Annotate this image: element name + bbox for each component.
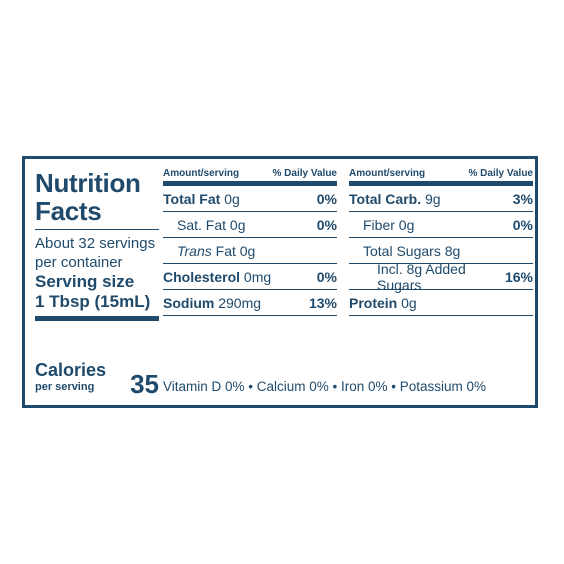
nutrient-dv: 16% xyxy=(504,268,533,285)
label-left-column: Nutrition Facts About 32 servings per co… xyxy=(35,169,159,321)
nutrient-amount: 0g xyxy=(398,216,415,233)
thick-divider xyxy=(35,316,159,321)
thick-divider xyxy=(163,181,337,186)
calories-value: 35 xyxy=(130,369,159,399)
row-fiber: Fiber 0g 0% xyxy=(349,212,533,238)
vitamins-minerals-line: Vitamin D 0% • Calcium 0% • Iron 0% • Po… xyxy=(163,379,487,394)
table-header: Amount/serving % Daily Value xyxy=(163,167,337,181)
row-total-fat: Total Fat 0g 0% xyxy=(163,186,337,212)
nutrient-amount: 0mg xyxy=(243,268,272,285)
nutrient-amount: 0g xyxy=(224,190,240,207)
amount-header: Amount/serving xyxy=(349,168,426,179)
row-sodium: Sodium 290mg 13% xyxy=(163,290,337,316)
dv-header: % Daily Value xyxy=(272,168,337,179)
dv-header: % Daily Value xyxy=(468,168,533,179)
serving-size-label: Serving size xyxy=(35,272,135,291)
row-cholesterol: Cholesterol 0mg 0% xyxy=(163,264,337,290)
calories-label: Calories xyxy=(35,360,107,380)
servings-per-container: About 32 servings per container xyxy=(35,235,156,271)
nutrient-name: Total Fat xyxy=(163,190,221,207)
calories-sub-label: per serving xyxy=(35,381,95,393)
nutrient-dv: 0% xyxy=(316,268,337,285)
nutrient-amount: 0g xyxy=(401,294,417,311)
nutrient-amount: 290mg xyxy=(218,294,262,311)
row-added-sugars: Incl. 8g Added Sugars 16% xyxy=(349,260,533,293)
nutrient-dv: 3% xyxy=(512,190,533,207)
nutrient-dv: 0% xyxy=(316,216,337,233)
nutrient-name: Incl. 8g Added Sugars xyxy=(377,260,466,293)
divider xyxy=(35,229,159,230)
nutrient-amount: 9g xyxy=(424,190,441,207)
row-total-carb: Total Carb. 9g 3% xyxy=(349,186,533,212)
serving-size-value: 1 Tbsp (15mL) xyxy=(35,292,151,311)
row-total-sugars: Total Sugars 8g xyxy=(349,238,533,264)
nutrient-amount: Fat 0g xyxy=(215,242,256,259)
calories-row: Calories per serving 35 xyxy=(35,357,159,403)
nutrient-dv: 13% xyxy=(308,294,337,311)
nutrition-label: Nutrition Facts About 32 servings per co… xyxy=(22,156,538,408)
nutrient-name: Fiber xyxy=(363,216,395,233)
nutrient-amount: 0g xyxy=(229,216,246,233)
nutrient-name: Total Carb. xyxy=(349,190,422,207)
nutrient-name: Total Sugars xyxy=(363,242,441,259)
nutrient-table-left: Amount/serving % Daily Value Total Fat 0… xyxy=(163,167,337,316)
table-header: Amount/serving % Daily Value xyxy=(349,167,533,181)
amount-header: Amount/serving xyxy=(163,168,240,179)
nutrient-dv: 0% xyxy=(316,190,337,207)
nutrient-amount: 8g xyxy=(444,242,461,259)
thick-divider xyxy=(349,181,533,186)
nutrient-name: Protein xyxy=(349,294,398,311)
nutrition-facts-title: Nutrition Facts xyxy=(35,168,141,226)
row-protein: Protein 0g xyxy=(349,290,533,316)
nutrient-name: Trans xyxy=(177,242,212,259)
nutrient-name: Sat. Fat xyxy=(177,216,227,233)
nutrient-dv: 0% xyxy=(512,216,533,233)
row-trans-fat: Trans Fat 0g xyxy=(163,238,337,264)
row-sat-fat: Sat. Fat 0g 0% xyxy=(163,212,337,238)
nutrient-name: Cholesterol xyxy=(163,268,241,285)
nutrient-name: Sodium xyxy=(163,294,215,311)
nutrient-table-right: Amount/serving % Daily Value Total Carb.… xyxy=(349,167,533,316)
